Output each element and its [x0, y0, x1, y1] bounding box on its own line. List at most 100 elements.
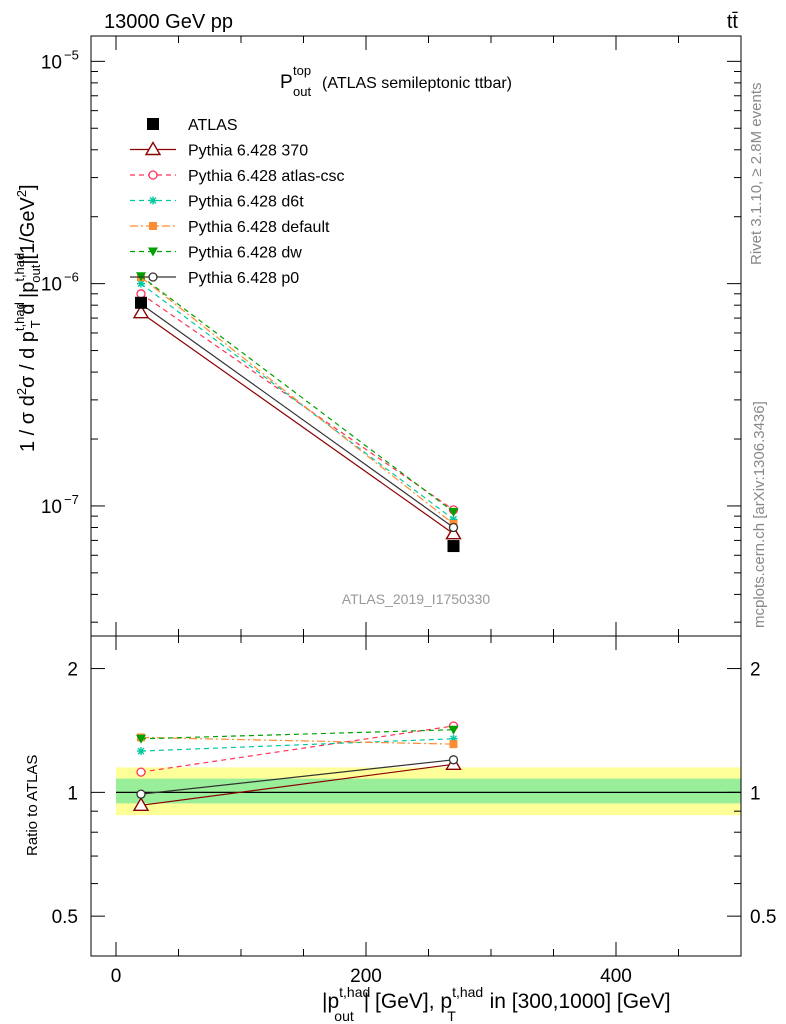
plot-title-sup: top [293, 63, 311, 78]
analysis-id: ATLAS_2019_I1750330 [342, 591, 491, 607]
legend-label-0: ATLAS [188, 117, 238, 134]
plot-title-rest: (ATLAS semileptonic ttbar) [322, 75, 512, 92]
y-tick-exp-1: −6 [64, 270, 79, 285]
ratio-point-1-0 [136, 767, 146, 777]
legend-marker-5 [148, 247, 158, 257]
series-point-1-0 [136, 289, 146, 299]
ratio-series-5 [136, 755, 459, 799]
legend-entry-3: Pythia 6.428 d6t [130, 194, 304, 211]
ratio-line-1 [140, 725, 454, 773]
y-tick-exp-0: −7 [64, 492, 79, 507]
series-2 [137, 279, 458, 524]
series-line-2 [140, 283, 454, 520]
legend-marker-6-shape [148, 272, 158, 282]
ratio-point-2-0-shape [137, 747, 145, 756]
ratio-line-3 [140, 736, 454, 745]
y-tick-label-1: 10 [41, 275, 62, 296]
series-3 [137, 273, 458, 528]
reference-point-0-shape [135, 296, 147, 309]
series-point-2-1-shape [449, 515, 458, 524]
series-point-0-1 [445, 525, 462, 540]
series-point-4-1 [448, 507, 459, 517]
legend-marker-2-shape [148, 170, 158, 180]
series-point-5-1 [448, 522, 459, 533]
ratio-series-layer [132, 721, 462, 812]
ratio-band-inner [116, 778, 741, 804]
main-y-axis-label: 1 / σ d2σ / d pt,hadT d |pt,hadout|[1/Ge… [12, 184, 43, 452]
series-5 [136, 299, 459, 533]
ratio-y-tick-label-right-1: 1 [750, 783, 761, 804]
reference-series [135, 296, 460, 553]
y-tick-exp-2: −5 [64, 47, 79, 62]
plot-title-sub: out [293, 84, 311, 99]
ratio-point-2-1 [449, 734, 458, 743]
ratio-point-4-1-shape [448, 725, 459, 735]
main-y-axis-label-part1: 1 / σ d2σ / d pt,hadT d |pt,hadout|[1/Ge… [12, 184, 43, 452]
ratio-y-axis-label: Ratio to ATLAS [24, 755, 41, 856]
energy-label: 13000 GeV pp [104, 11, 233, 33]
ratio-series-2 [137, 734, 458, 756]
legend-entry-2: Pythia 6.428 atlas-csc [130, 168, 345, 185]
series-point-2-0-shape [137, 279, 145, 288]
ratio-series-3 [137, 733, 458, 749]
legend-marker-5-shape [148, 247, 158, 257]
series-point-5-1-shape [448, 522, 459, 533]
plot-title: P top out (ATLAS semileptonic ttbar) [280, 63, 512, 99]
legend-marker-3-shape [149, 196, 157, 205]
series-0 [132, 304, 462, 540]
rivet-version-label: Rivet 3.1.10, ≥ 2.8M events [748, 83, 765, 266]
ratio-line-0 [140, 763, 454, 806]
series-point-2-1 [449, 515, 458, 524]
reference-point-1 [447, 540, 460, 553]
series-layer [132, 272, 462, 553]
legend-marker-4-shape [149, 222, 157, 230]
x-axis-label-text: |pt,had out| [GeV], pt,had T in [300,1000]… [322, 984, 671, 1024]
series-line-0 [140, 312, 454, 535]
ratio-plot-frame [90, 635, 742, 957]
x-tick-label-1: 200 [350, 966, 382, 987]
legend-label-5: Pythia 6.428 dw [188, 245, 302, 262]
process-label: tt̄ [727, 11, 739, 33]
ratio-point-5-1-shape [448, 755, 459, 765]
reference-point-1-shape [447, 540, 460, 553]
ratio-point-0-0 [132, 796, 150, 812]
ratio-y-tick-label-right-0: 0.5 [750, 907, 776, 928]
series-line-1 [140, 293, 454, 511]
ratio-line-4 [140, 729, 454, 740]
ratio-point-2-1-shape [449, 734, 458, 743]
reference-point-0 [135, 296, 147, 309]
ratio-y-tick-label-2: 2 [67, 660, 78, 681]
series-line-4 [140, 275, 454, 513]
ratio-line-2 [140, 738, 454, 752]
series-point-0-0 [132, 304, 150, 319]
legend-marker-1 [144, 141, 162, 156]
ratio-point-5-0 [136, 789, 146, 799]
series-line-5 [140, 303, 454, 528]
legend-marker-1-shape [144, 141, 162, 156]
y-tick-label-0: 10 [41, 497, 62, 518]
ratio-point-3-1 [449, 740, 458, 749]
ratio-point-5-1 [448, 755, 459, 765]
legend-entry-5: Pythia 6.428 dw [130, 245, 302, 262]
series-point-4-1-shape [448, 507, 459, 517]
series-point-1-0-shape [136, 289, 146, 299]
ratio-uncertainty-bands [116, 767, 741, 816]
legend-label-3: Pythia 6.428 d6t [188, 194, 304, 211]
ratio-point-4-1 [448, 725, 459, 735]
legend-marker-2 [148, 170, 158, 180]
ratio-y-tick-label-0: 0.5 [52, 907, 78, 928]
ratio-point-4-0 [136, 734, 146, 744]
y-tick-label-2: 10 [41, 52, 62, 73]
ratio-point-3-1-shape [449, 740, 458, 749]
legend-marker-3 [149, 196, 157, 205]
ratio-series-4 [136, 725, 459, 744]
legend-label-4: Pythia 6.428 default [188, 219, 330, 236]
legend-label-2: Pythia 6.428 atlas-csc [188, 168, 345, 185]
legend-marker-0 [147, 118, 159, 130]
ratio-point-2-0 [137, 747, 145, 756]
legend-entry-4: Pythia 6.428 default [130, 219, 330, 236]
ratio-point-1-0-shape [136, 767, 146, 777]
series-line-3 [140, 276, 454, 525]
